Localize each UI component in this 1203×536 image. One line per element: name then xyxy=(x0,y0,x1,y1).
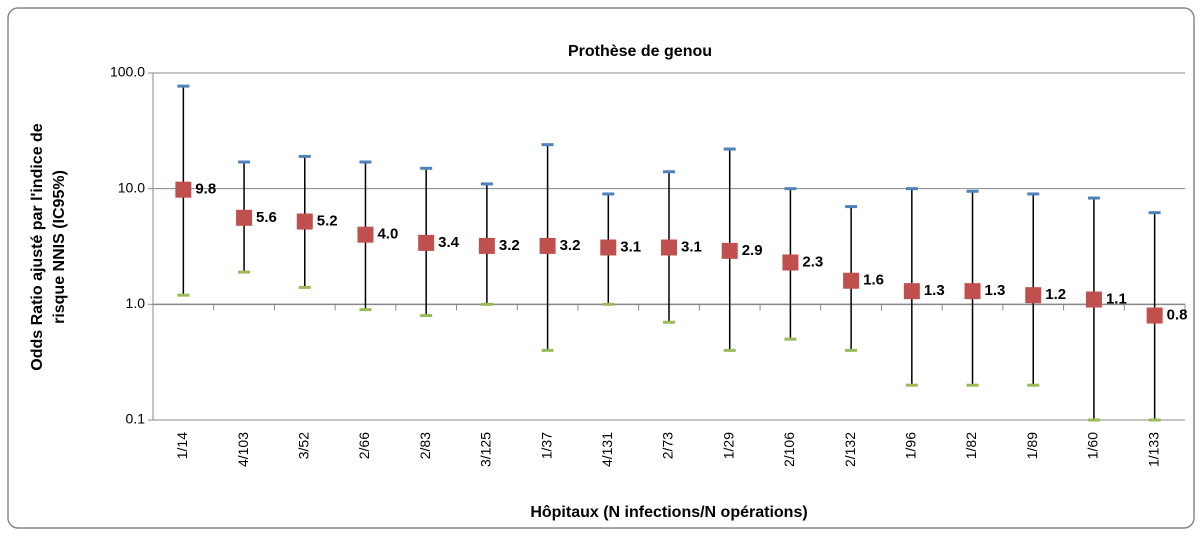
x-tick-label: 1/82 xyxy=(963,432,979,459)
x-tick-label: 1/96 xyxy=(903,432,919,459)
data-label: 1.3 xyxy=(924,282,945,299)
point xyxy=(418,234,435,251)
y-axis-label: risque NNIS (IC95%) xyxy=(51,170,68,324)
data-label: 2.9 xyxy=(742,242,763,259)
x-tick-label: 1/29 xyxy=(720,432,736,459)
point xyxy=(721,242,738,259)
data-label: 3.4 xyxy=(438,234,460,251)
x-tick-label: 2/73 xyxy=(660,432,676,459)
x-tick-label: 1/14 xyxy=(174,432,190,459)
data-label: 4.0 xyxy=(377,226,398,243)
point xyxy=(1146,307,1163,324)
y-axis-label: Odds Ratio ajusté par l'indice de xyxy=(29,123,46,371)
x-tick-label: 1/60 xyxy=(1085,432,1101,459)
point xyxy=(661,239,677,256)
y-tick-label: 1.0 xyxy=(126,295,146,311)
x-tick-label: 2/106 xyxy=(781,432,797,467)
data-label: 1.2 xyxy=(1045,286,1066,303)
x-tick-label: 2/132 xyxy=(842,432,858,467)
point xyxy=(782,254,799,271)
point xyxy=(539,237,556,254)
chart-title: Prothèse de genou xyxy=(568,43,712,60)
data-label: 9.8 xyxy=(195,181,216,198)
x-tick-label: 4/103 xyxy=(235,432,251,467)
point xyxy=(478,237,495,254)
x-tick-label: 2/66 xyxy=(356,432,372,459)
point xyxy=(175,181,192,198)
x-tick-label: 1/37 xyxy=(538,432,554,459)
x-axis-label: Hôpitaux (N infections/N opérations) xyxy=(530,504,807,521)
x-tick-label: 4/131 xyxy=(599,432,615,467)
data-label: 5.2 xyxy=(317,212,338,229)
x-tick-label: 2/83 xyxy=(417,432,433,459)
data-label: 1.1 xyxy=(1106,291,1127,308)
x-tick-label: 3/125 xyxy=(478,432,494,467)
chart-frame xyxy=(7,7,1195,529)
x-tick-label: 1/133 xyxy=(1145,432,1161,467)
point xyxy=(1085,291,1102,308)
data-label: 3.1 xyxy=(620,238,641,255)
x-tick-label: 3/52 xyxy=(295,432,311,459)
point xyxy=(236,209,253,226)
data-label: 0.8 xyxy=(1167,307,1188,324)
data-label: 5.6 xyxy=(256,209,277,226)
data-label: 3.2 xyxy=(560,237,581,254)
point xyxy=(357,226,374,243)
point xyxy=(964,283,981,300)
point xyxy=(843,272,860,289)
y-tick-label: 10.0 xyxy=(118,179,145,195)
data-label: 2.3 xyxy=(802,253,823,270)
point xyxy=(903,283,920,300)
data-label: 1.3 xyxy=(985,282,1006,299)
point xyxy=(600,239,617,256)
point xyxy=(1025,287,1042,304)
y-tick-label: 0.1 xyxy=(126,411,146,427)
x-tick-label: 1/89 xyxy=(1024,432,1040,459)
data-label: 3.1 xyxy=(681,238,702,255)
point xyxy=(296,213,313,230)
y-tick-label: 100.0 xyxy=(110,64,145,80)
data-label: 3.2 xyxy=(499,237,520,254)
data-label: 1.6 xyxy=(863,272,884,289)
